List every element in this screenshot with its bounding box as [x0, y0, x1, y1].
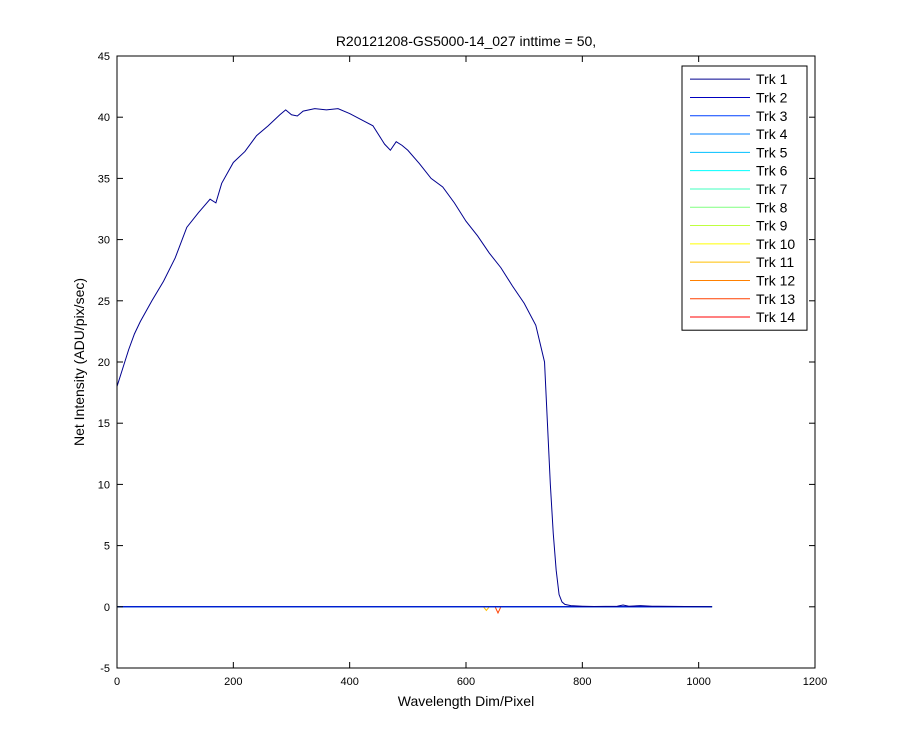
- legend-entry-1: Trk 1: [756, 71, 788, 87]
- y-tick-label: -5: [100, 663, 110, 675]
- legend-entry-8: Trk 8: [756, 199, 788, 215]
- y-tick-label: 35: [98, 173, 110, 185]
- legend-entry-13: Trk 13: [756, 291, 795, 307]
- x-axis-label: Wavelength Dim/Pixel: [398, 693, 534, 709]
- x-tick-label: 1200: [803, 676, 827, 688]
- legend-entry-5: Trk 5: [756, 144, 788, 160]
- y-tick-label: 45: [98, 51, 110, 63]
- x-tick-label: 200: [224, 676, 242, 688]
- legend-box: [681, 65, 808, 331]
- x-tick-label: 800: [573, 676, 591, 688]
- legend-entry-11: Trk 11: [756, 254, 794, 270]
- y-axis-label: Net Intensity (ADU/pix/sec): [71, 278, 87, 446]
- y-tick-label: 10: [98, 479, 110, 491]
- x-tick-label: 400: [340, 676, 358, 688]
- y-tick-label: 40: [98, 112, 110, 124]
- y-tick-label: 0: [104, 602, 110, 614]
- x-tick-label: 1000: [686, 676, 710, 688]
- y-tick-label: 15: [98, 418, 110, 430]
- legend[interactable]: Trk 1 Trk 2 Trk 3 Trk 4 Trk 5 Trk 6 Trk 7 Trk 8…: [681, 65, 808, 331]
- x-tick-label: 600: [457, 676, 475, 688]
- y-axis-ticks: -5 0 5 10 15 20 25 30 35 40 45: [98, 51, 815, 675]
- legend-entry-2: Trk 2: [756, 89, 788, 105]
- legend-entry-4: Trk 4: [756, 126, 788, 142]
- legend-entry-9: Trk 9: [756, 218, 788, 234]
- series-line-1: [116, 108, 713, 608]
- chart-title: R20121208-GS5000-14_027 inttime = 50,: [336, 33, 596, 49]
- x-axis-ticks: 0 200 400 600 800 1000 1200: [114, 56, 827, 688]
- legend-entry-10: Trk 10: [756, 236, 795, 252]
- legend-entry-7: Trk 7: [756, 181, 788, 197]
- y-tick-label: 20: [98, 357, 110, 369]
- y-tick-label: 25: [98, 296, 110, 308]
- legend-entry-12: Trk 12: [756, 272, 795, 288]
- y-tick-label: 30: [98, 235, 110, 247]
- y-tick-label: 5: [104, 541, 110, 553]
- legend-entry-6: Trk 6: [756, 163, 788, 179]
- series-layer: [116, 108, 713, 615]
- legend-entry-3: Trk 3: [756, 108, 788, 124]
- x-tick-label: 0: [114, 676, 120, 688]
- legend-entry-14: Trk 14: [756, 309, 795, 325]
